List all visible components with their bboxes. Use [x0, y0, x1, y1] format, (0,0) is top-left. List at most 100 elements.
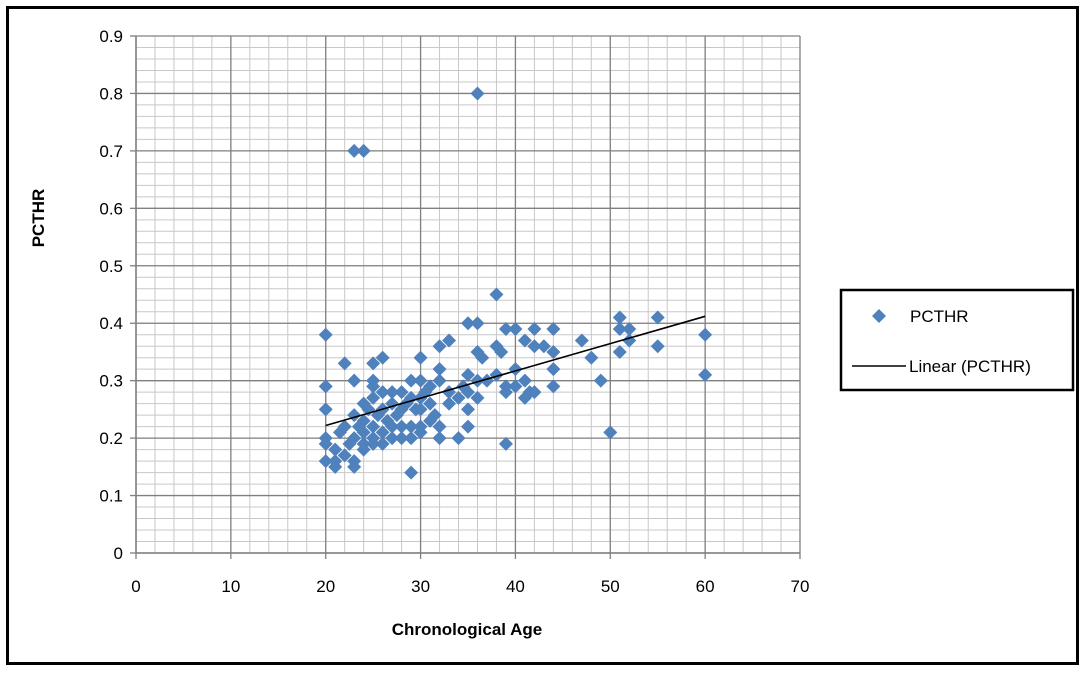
y-tick-label: 0.8 [99, 84, 123, 103]
data-point [375, 350, 390, 365]
data-point [650, 339, 665, 354]
data-point [432, 339, 447, 354]
data-point [318, 436, 333, 451]
data-point [461, 419, 475, 434]
data-point [375, 385, 390, 400]
data-point [318, 402, 333, 417]
data-point [527, 385, 542, 400]
data-point [366, 379, 381, 394]
trendline-layer [325, 315, 706, 427]
data-point [593, 373, 608, 388]
data-point [622, 321, 637, 336]
data-point [470, 390, 485, 405]
data-point [475, 350, 490, 365]
data-point [404, 465, 419, 480]
data-point [494, 344, 509, 359]
data-point [612, 310, 627, 325]
data-point [366, 436, 381, 451]
data-point [461, 402, 475, 417]
data-point [498, 321, 513, 336]
minor-gridlines [136, 36, 800, 553]
legend-label-linear: Linear (PCTHR) [909, 357, 1031, 376]
data-point [356, 425, 371, 440]
data-point [470, 86, 485, 101]
y-tick-label: 0 [114, 544, 123, 563]
data-point [347, 431, 362, 446]
x-tick-label: 20 [316, 577, 335, 596]
legend-diamond-icon [872, 309, 886, 323]
data-point [337, 356, 352, 371]
data-point [517, 373, 532, 388]
axes [130, 35, 801, 559]
data-point [404, 373, 419, 388]
data-point [451, 390, 466, 405]
legend-box [839, 288, 1075, 392]
y-tick-label: 0.3 [99, 372, 123, 391]
data-point [479, 373, 494, 388]
x-tick-label: 50 [601, 577, 620, 596]
x-tick-labels: 0 10 20 30 40 50 60 70 [131, 577, 809, 596]
data-point [546, 321, 561, 336]
data-point [432, 419, 447, 434]
x-tick-label: 30 [411, 577, 430, 596]
data-point [546, 379, 561, 394]
data-point [432, 373, 447, 388]
y-tick-label: 0.9 [99, 27, 123, 46]
data-point [432, 362, 447, 377]
data-point [394, 431, 409, 446]
data-point [442, 396, 457, 411]
data-point [498, 436, 513, 451]
data-point [375, 436, 390, 451]
data-point [404, 419, 419, 434]
y-tick-labels: 0 0.1 0.2 0.3 0.4 0.5 0.6 0.7 0.8 0.9 [99, 27, 123, 563]
data-point [347, 373, 362, 388]
data-point [413, 425, 428, 440]
data-point [574, 333, 589, 348]
data-point [423, 379, 438, 394]
data-point [612, 344, 627, 359]
data-point [413, 373, 428, 388]
data-point [356, 442, 371, 457]
data-point [356, 413, 371, 428]
data-point [517, 333, 532, 348]
data-point [461, 367, 475, 382]
x-tick-label: 60 [696, 577, 715, 596]
data-point [489, 367, 504, 382]
legend-label-pcthr: PCTHR [910, 307, 969, 326]
data-point [328, 454, 343, 469]
data-point [612, 321, 627, 336]
data-point [413, 350, 428, 365]
data-point [461, 385, 475, 400]
data-point [356, 143, 371, 158]
data-point [366, 390, 381, 405]
data-point [508, 362, 523, 377]
data-point [603, 425, 618, 440]
y-tick-label: 0.6 [99, 199, 123, 218]
data-point [584, 350, 599, 365]
data-point [385, 431, 400, 446]
data-point [622, 333, 637, 348]
data-point [650, 310, 665, 325]
data-point [347, 459, 362, 474]
data-point [366, 419, 381, 434]
data-point [375, 425, 390, 440]
data-point [442, 333, 457, 348]
data-point [546, 362, 561, 377]
legend: PCTHR Linear (PCTHR) [839, 288, 1075, 392]
data-point [470, 373, 485, 388]
data-point [427, 408, 442, 423]
data-point [385, 419, 400, 434]
y-tick-label: 0.4 [99, 314, 123, 333]
data-point [337, 448, 352, 463]
y-axis-title: PCTHR [29, 189, 48, 248]
trendline [325, 315, 706, 427]
x-axis-title: Chronological Age [392, 620, 543, 639]
data-point [394, 385, 409, 400]
y-tick-label: 0.2 [99, 429, 123, 448]
data-point [489, 287, 504, 302]
x-tick-label: 0 [131, 577, 140, 596]
data-point [432, 431, 447, 446]
data-point [318, 379, 333, 394]
y-tick-label: 0.5 [99, 257, 123, 276]
data-point [318, 327, 333, 342]
